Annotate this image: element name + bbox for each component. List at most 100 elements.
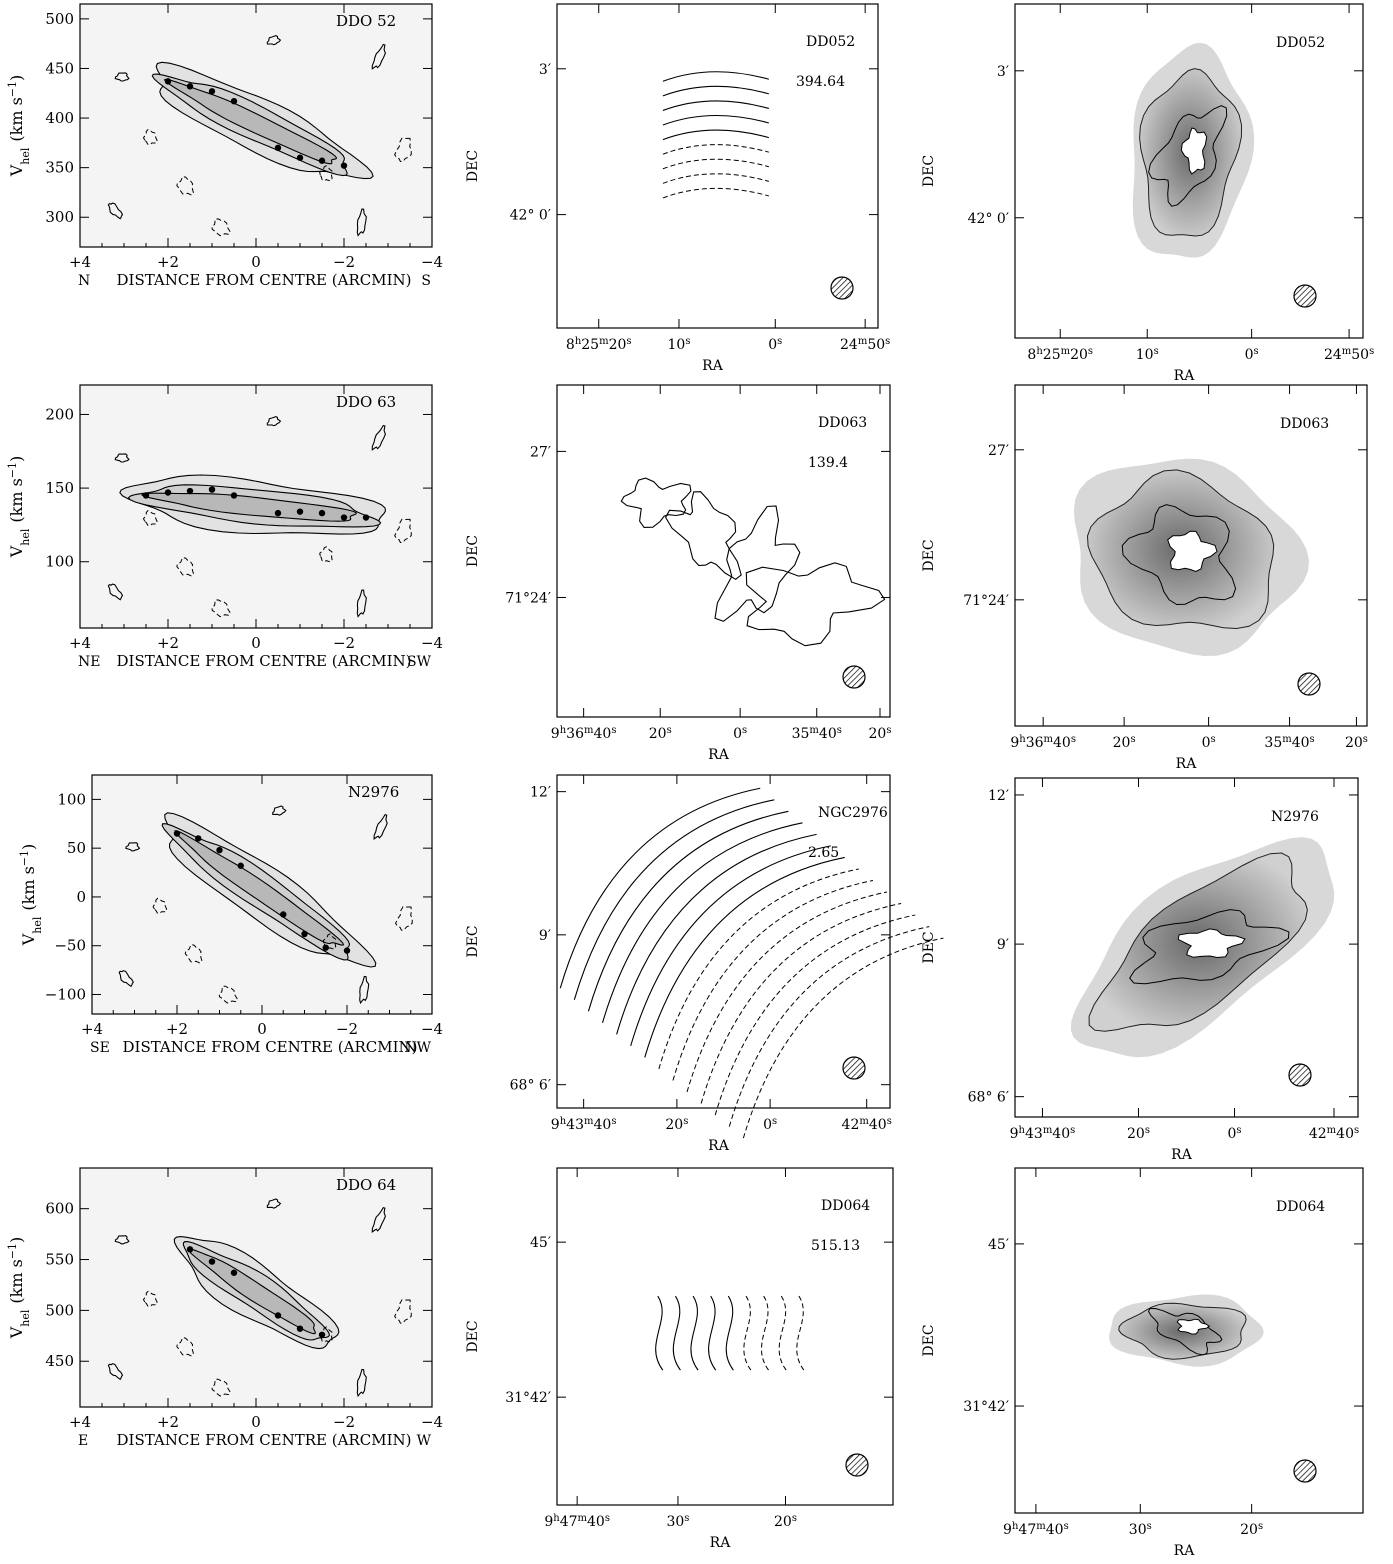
systemic-velocity-value: 394.64: [796, 74, 845, 90]
velocity-isovelocity-contour: [714, 914, 916, 1116]
pv-data-point: [237, 862, 244, 869]
tick-part: m: [1342, 346, 1352, 357]
pv-panel-name: DDO 63: [336, 393, 396, 411]
tick-part: s: [837, 725, 842, 736]
velocity-isovelocity-contour: [672, 1295, 681, 1371]
velocity-xtick-label: 9h43m40s: [551, 1116, 617, 1134]
systemic-velocity-value: 2.65: [808, 845, 839, 861]
tick-part: s: [667, 725, 672, 736]
velocity-panel-name: DD052: [806, 34, 855, 50]
pv-panel-name: N2976: [348, 783, 399, 801]
pv-noise-contour: [211, 218, 232, 237]
dispersion-xtick-label: 0s: [1245, 346, 1259, 364]
pv-ytick-label: 200: [45, 405, 74, 423]
dispersion-xtick-label: 20s: [1113, 734, 1136, 752]
dispersion-hole: [1167, 530, 1218, 573]
tick-part: 20: [1070, 347, 1088, 363]
pv-xlabel: DISTANCE FROM CENTRE (ARCMIN): [117, 1431, 412, 1449]
beam-icon: [1293, 1459, 1317, 1483]
velocity-ytick-label: 31°42′: [505, 1390, 551, 1406]
velocity-isovelocity-contour: [690, 1295, 699, 1371]
pv-ytick-label: 400: [45, 109, 74, 127]
ylabel-close: ): [7, 1237, 26, 1243]
pv-ytick-label: 450: [45, 1352, 74, 1370]
tick-part: 9: [544, 1514, 553, 1530]
pv-data-point: [164, 78, 172, 85]
tick-part: 40: [1052, 1126, 1070, 1142]
velocity-isovelocity-contour: [761, 1295, 770, 1371]
velocity-isovelocity-contour: [796, 1295, 805, 1371]
pv-data-point: [343, 947, 351, 954]
tick-part: s: [792, 1513, 797, 1524]
pv-data-point: [208, 1258, 216, 1265]
velocity-ytick-label: 9′: [539, 928, 551, 944]
tick-part: s: [742, 725, 747, 736]
dispersion-xtick-label: 20s: [1127, 1125, 1150, 1143]
tick-part: s: [1088, 346, 1093, 357]
tick-part: 50: [1351, 347, 1369, 363]
dispersion-frame: [1014, 3, 1364, 339]
pv-left-direction: N: [78, 273, 90, 289]
pv-noise-contour: [114, 1235, 130, 1245]
tick-part: s: [1154, 346, 1159, 357]
pv-data-point: [280, 911, 287, 918]
pv-xtick-label: +4: [69, 634, 91, 652]
pv-noise-contour: [118, 970, 134, 988]
tick-part: m: [859, 1116, 869, 1127]
tick-part: 9: [551, 726, 560, 742]
tick-part: 0: [1227, 1126, 1236, 1142]
velocity-xtick-label: 10s: [667, 336, 690, 354]
velocity-isovelocity-contour: [662, 129, 770, 141]
ylabel-unit: (km s: [19, 866, 38, 910]
tick-part: s: [1130, 734, 1135, 745]
pv-xtick-label: +4: [69, 1413, 91, 1431]
pv-xlabel: DISTANCE FROM CENTRE (ARCMIN): [117, 271, 412, 289]
tick-part: 30: [666, 1514, 684, 1530]
velocity-xtick-label: 20s: [869, 725, 892, 743]
tick-part: 40: [593, 1117, 611, 1133]
pv-data-point: [186, 1246, 194, 1253]
tick-part: 40: [819, 726, 837, 742]
pv-noise-contour: [211, 599, 232, 618]
velocity-isovelocity-contour: [672, 879, 874, 1081]
velocity-isovelocity-contour: [662, 100, 770, 111]
dispersion-xtick-label: 9h36m40s: [1010, 734, 1076, 752]
dispersion-xtick-label: 20s: [1240, 1521, 1263, 1539]
pv-ytick-label: 550: [45, 1251, 74, 1269]
velocity-xtick-label: 30s: [666, 1513, 689, 1531]
pv-noise-contour: [395, 906, 413, 931]
beam-icon: [842, 665, 866, 689]
tick-part: 20: [665, 1117, 683, 1133]
tick-part: s: [777, 336, 782, 347]
tick-part: 20: [1127, 1126, 1145, 1142]
tick-part: m: [1043, 1125, 1053, 1136]
ylabel-main: V: [7, 164, 26, 177]
velocity-isovelocity-contour: [644, 856, 845, 1058]
pv-noise-contour: [176, 556, 195, 577]
pv-ytick-label: 50: [67, 839, 86, 857]
dispersion-xlabel: RA: [1176, 756, 1198, 772]
pv-xtick-label: −2: [333, 253, 355, 271]
velocity-isovelocity-contour: [658, 868, 859, 1070]
velocity-panel-name: DD064: [821, 1198, 870, 1214]
tick-part: 10: [1136, 347, 1154, 363]
velocity-xlabel: RA: [708, 1138, 730, 1154]
velocity-ytick-label: 27′: [530, 444, 551, 460]
velocity-isovelocity-contour: [620, 477, 692, 528]
pv-xtick-label: −4: [421, 1020, 443, 1038]
tick-part: 0: [1245, 347, 1254, 363]
pv-right-direction: S: [421, 273, 431, 289]
velocity-isovelocity-contour: [559, 787, 761, 989]
ylabel-exp: −1: [18, 850, 31, 866]
dispersion-frame: [1014, 777, 1359, 1118]
dispersion-ytick-label: 45′: [988, 1237, 1009, 1253]
tick-part: m: [1327, 1125, 1337, 1136]
pv-panel-name: DDO 52: [336, 12, 396, 30]
pv-ytick-label: 0: [76, 888, 86, 906]
velocity-ylabel: DEC: [465, 150, 481, 182]
velocity-isovelocity-contour: [714, 505, 801, 622]
pv-xtick-label: +4: [81, 1020, 103, 1038]
